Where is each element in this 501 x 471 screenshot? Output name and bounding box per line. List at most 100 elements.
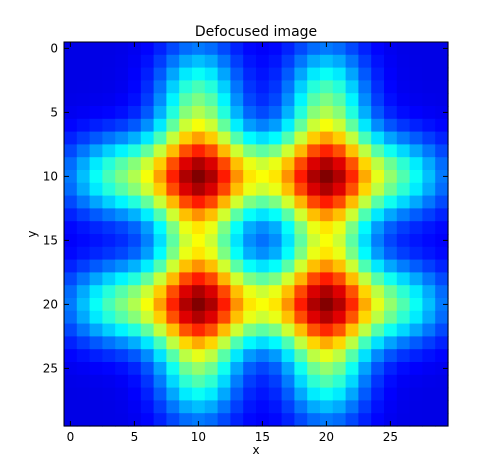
heatmap-cell — [268, 195, 283, 209]
heatmap-cell — [396, 67, 411, 81]
heatmap-cell — [217, 93, 231, 107]
heatmap-cell — [396, 93, 411, 107]
heatmap-cell — [89, 208, 103, 222]
heatmap-cell — [204, 221, 219, 235]
heatmap-cell — [422, 387, 436, 401]
heatmap-cell — [64, 387, 78, 401]
heatmap-cell — [256, 349, 270, 363]
heatmap-cell — [179, 323, 193, 337]
heatmap-cell — [166, 54, 180, 69]
heatmap-cell — [115, 93, 129, 107]
heatmap-cell — [217, 400, 231, 414]
heatmap-cell — [217, 80, 231, 94]
heatmap-cell — [230, 208, 244, 222]
heatmap-cell — [179, 221, 193, 235]
heatmap-cell — [102, 67, 116, 81]
heatmap-cell — [115, 298, 129, 312]
heatmap-cell — [320, 387, 334, 401]
x-tick-label: 15 — [255, 430, 270, 444]
heatmap-cell — [243, 67, 257, 81]
heatmap-cell — [268, 54, 283, 69]
heatmap-cell — [115, 349, 129, 363]
heatmap-cell — [128, 131, 142, 145]
heatmap-cell — [128, 67, 142, 81]
heatmap-cell — [396, 54, 411, 69]
heatmap-cell — [358, 374, 372, 389]
heatmap-cell — [230, 80, 244, 94]
heatmap-cell — [307, 259, 321, 273]
plot-frame — [63, 41, 449, 427]
heatmap-cell — [204, 246, 219, 261]
heatmap-cell — [204, 67, 219, 81]
heatmap-cell — [396, 259, 411, 273]
heatmap-cell — [422, 413, 436, 427]
heatmap-cell — [358, 234, 372, 248]
heatmap-cell — [140, 131, 155, 145]
heatmap-cell — [192, 246, 206, 261]
heatmap-cell — [102, 259, 116, 273]
heatmap-cell — [76, 246, 91, 261]
heatmap-cell — [384, 144, 398, 158]
heatmap-cell — [128, 349, 142, 363]
heatmap-cell — [230, 144, 244, 158]
heatmap-cell — [307, 234, 321, 248]
heatmap-cell — [64, 93, 78, 107]
heatmap-cell — [204, 374, 219, 389]
heatmap-cell — [76, 54, 91, 69]
heatmap-cell — [345, 67, 359, 81]
heatmap-cell — [89, 80, 103, 94]
heatmap-cell — [409, 170, 423, 184]
y-tick-label: 25 — [43, 361, 58, 375]
heatmap-cell — [435, 374, 449, 389]
heatmap-cell — [422, 310, 436, 325]
heatmap-cell — [102, 336, 116, 350]
heatmap-cell — [422, 400, 436, 414]
heatmap-cell — [435, 93, 449, 107]
heatmap-cell — [128, 93, 142, 107]
heatmap-cell — [217, 298, 231, 312]
heatmap-cell — [307, 413, 321, 427]
heatmap-cell — [153, 298, 167, 312]
heatmap-cell — [384, 310, 398, 325]
heatmap-cell — [320, 106, 334, 120]
heatmap-cell — [64, 131, 78, 145]
heatmap-cell — [332, 387, 347, 401]
heatmap-cell — [358, 106, 372, 120]
heatmap-cell — [358, 221, 372, 235]
heatmap-cell — [281, 221, 295, 235]
heatmap-cell — [128, 285, 142, 299]
heatmap-cell — [153, 144, 167, 158]
heatmap-cell — [409, 118, 423, 133]
heatmap-cell — [268, 67, 283, 81]
heatmap-cell — [384, 298, 398, 312]
heatmap-cell — [281, 246, 295, 261]
heatmap-cell — [294, 259, 308, 273]
heatmap-cell — [371, 285, 385, 299]
heatmap-cell — [166, 182, 180, 197]
heatmap-cell — [64, 54, 78, 69]
heatmap-cell — [140, 310, 155, 325]
heatmap-cell — [435, 259, 449, 273]
heatmap-cell — [332, 80, 347, 94]
heatmap-cell — [204, 157, 219, 171]
heatmap-cell — [128, 246, 142, 261]
heatmap-cell — [102, 400, 116, 414]
heatmap-cell — [256, 298, 270, 312]
heatmap-cell — [409, 387, 423, 401]
heatmap-cell — [76, 374, 91, 389]
heatmap-cell — [268, 221, 283, 235]
heatmap-cell — [192, 93, 206, 107]
heatmap-cell — [294, 298, 308, 312]
heatmap-cell — [204, 234, 219, 248]
heatmap-cell — [115, 131, 129, 145]
heatmap-cell — [320, 400, 334, 414]
heatmap-cell — [192, 272, 206, 286]
heatmap-cell — [307, 54, 321, 69]
heatmap-cell — [243, 246, 257, 261]
heatmap-cell — [102, 272, 116, 286]
heatmap-cell — [128, 323, 142, 337]
heatmap-cell — [268, 298, 283, 312]
heatmap-cell — [307, 285, 321, 299]
heatmap-cell — [294, 42, 308, 56]
x-tick-label: 5 — [131, 430, 139, 444]
